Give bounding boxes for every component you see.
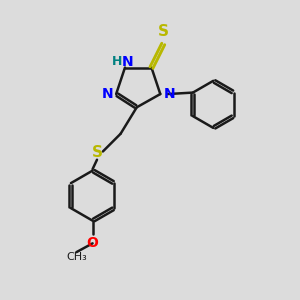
Text: S: S bbox=[92, 146, 103, 160]
Text: H: H bbox=[112, 55, 122, 68]
Text: S: S bbox=[158, 24, 169, 39]
Text: N: N bbox=[122, 55, 134, 69]
Text: N: N bbox=[163, 87, 175, 101]
Text: CH₃: CH₃ bbox=[66, 252, 87, 262]
Text: O: O bbox=[87, 236, 98, 250]
Text: N: N bbox=[101, 87, 113, 101]
